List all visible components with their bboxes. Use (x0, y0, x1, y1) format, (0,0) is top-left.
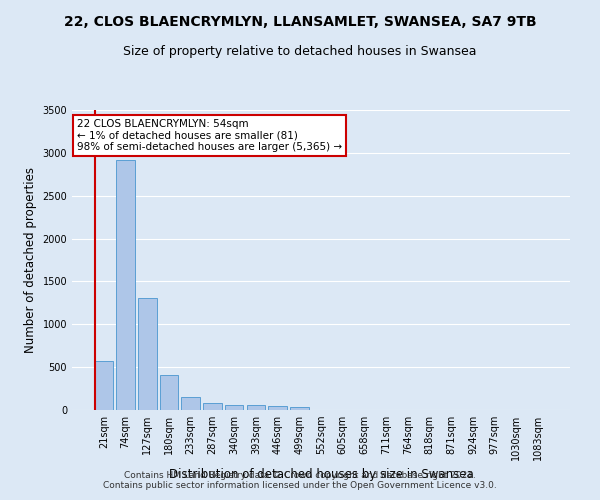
Text: Size of property relative to detached houses in Swansea: Size of property relative to detached ho… (123, 45, 477, 58)
Bar (160, 376, 178, 410)
Bar (290, 406, 308, 410)
Bar (247, 406, 265, 410)
Text: 22, CLOS BLAENCRYMLYN, LLANSAMLET, SWANSEA, SA7 9TB: 22, CLOS BLAENCRYMLYN, LLANSAMLET, SWANS… (64, 15, 536, 29)
Bar (138, 298, 157, 410)
Bar (116, 160, 135, 410)
Text: Contains HM Land Registry data © Crown copyright and database right 2024.
Contai: Contains HM Land Registry data © Crown c… (103, 470, 497, 490)
Bar (95, 361, 113, 410)
Bar (181, 396, 200, 410)
Text: 22 CLOS BLAENCRYMLYN: 54sqm
← 1% of detached houses are smaller (81)
98% of semi: 22 CLOS BLAENCRYMLYN: 54sqm ← 1% of deta… (77, 119, 342, 152)
Bar (225, 405, 244, 410)
Bar (268, 406, 287, 410)
Bar (203, 403, 221, 410)
Y-axis label: Number of detached properties: Number of detached properties (24, 167, 37, 353)
X-axis label: Distribution of detached houses by size in Swansea: Distribution of detached houses by size … (169, 468, 473, 481)
